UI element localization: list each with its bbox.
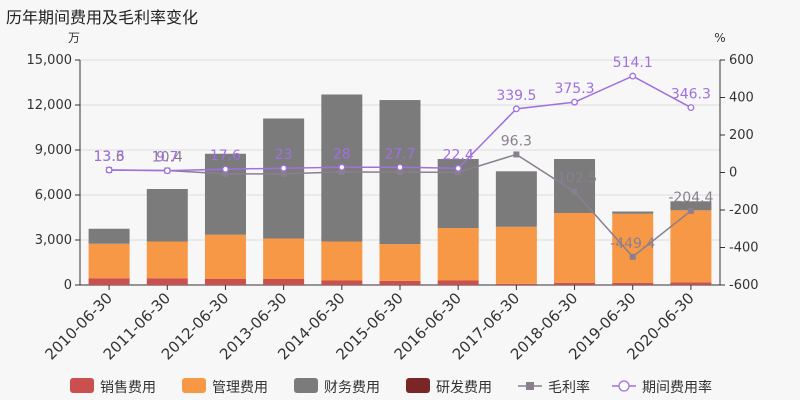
bar-管理费用 (495, 226, 537, 284)
marker-期间费用率 (105, 166, 113, 174)
left-tick-label: 0 (64, 278, 72, 293)
marker-期间费用率 (687, 104, 695, 112)
left-tick-label: 3,000 (35, 233, 72, 248)
bar-销售费用 (146, 278, 188, 285)
marker-毛利率 (397, 169, 403, 176)
bar-管理费用 (204, 234, 246, 279)
left-tick-label: 9,000 (35, 143, 72, 158)
marker-期间费用率 (280, 164, 288, 172)
bar-销售费用 (495, 283, 537, 285)
bar-管理费用 (379, 244, 421, 281)
data-label-期间费用率: 9.7 (156, 150, 178, 166)
bar-财务费用 (554, 159, 596, 213)
marker-毛利率 (455, 169, 462, 176)
marker-毛利率 (338, 168, 345, 175)
bar-销售费用 (554, 282, 596, 285)
legend-marker (618, 380, 630, 392)
bar-销售费用 (204, 279, 246, 285)
bar-财务费用 (146, 189, 188, 242)
legend-marker (526, 382, 534, 390)
data-label-期间费用率: 28 (333, 146, 351, 162)
data-label-毛利率: 96.3 (501, 133, 532, 149)
bar-财务费用 (670, 201, 712, 211)
marker-毛利率 (629, 253, 636, 260)
bar-销售费用 (263, 279, 305, 285)
marker-毛利率 (571, 188, 578, 195)
bar-管理费用 (554, 213, 596, 283)
data-label-期间费用率: 23 (275, 147, 293, 163)
data-label-期间费用率: 339.5 (496, 88, 536, 104)
data-label-毛利率: -449.4 (610, 236, 655, 252)
bar-财务费用 (495, 171, 537, 227)
left-axis-unit: 万 (68, 31, 80, 45)
chart-title: 历年期间费用及毛利率变化 (6, 8, 199, 27)
bar-销售费用 (437, 280, 479, 285)
data-label-毛利率: -102.5 (552, 171, 597, 187)
marker-毛利率 (687, 207, 694, 214)
marker-期间费用率 (338, 163, 346, 171)
data-label-期间费用率: 514.1 (613, 55, 653, 71)
right-tick-label: 600 (729, 53, 754, 68)
bar-管理费用 (670, 210, 712, 283)
legend-swatch (70, 378, 94, 393)
data-label-毛利率: 13.6 (94, 149, 125, 165)
marker-期间费用率 (222, 165, 229, 173)
data-label-期间费用率: 17.6 (210, 148, 241, 164)
legend-label: 财务费用 (324, 380, 380, 396)
marker-期间费用率 (454, 164, 462, 172)
bar-管理费用 (88, 243, 130, 279)
right-axis-unit: % (714, 31, 725, 45)
right-tick-label: 200 (729, 128, 754, 143)
right-tick-label: -400 (729, 241, 759, 256)
bar-销售费用 (321, 280, 363, 285)
marker-期间费用率 (396, 163, 404, 171)
bar-管理费用 (612, 213, 654, 283)
data-label-期间费用率: 375.3 (554, 81, 594, 97)
left-tick-label: 6,000 (35, 188, 72, 203)
marker-期间费用率 (163, 167, 171, 175)
bar-财务费用 (263, 118, 305, 239)
legend-label: 毛利率 (548, 379, 590, 396)
marker-毛利率 (280, 170, 287, 177)
marker-毛利率 (513, 151, 520, 158)
bar-管理费用 (146, 241, 188, 279)
marker-期间费用率 (629, 72, 637, 80)
right-tick-label: 400 (729, 91, 754, 106)
legend-label: 销售费用 (100, 380, 156, 396)
bar-财务费用 (88, 228, 130, 244)
bar-销售费用 (612, 282, 654, 285)
legend-swatch (294, 378, 318, 393)
data-label-期间费用率: 13.3 (94, 149, 125, 165)
data-label-期间费用率: 22.4 (443, 147, 474, 163)
legend-swatch (406, 378, 430, 393)
bar-管理费用 (437, 228, 479, 281)
marker-期间费用率 (512, 105, 520, 113)
bar-管理费用 (321, 241, 363, 281)
right-tick-label: -200 (729, 203, 759, 218)
legend-label: 期间费用率 (642, 379, 712, 396)
data-label-毛利率: 10.4 (152, 150, 183, 166)
bar-管理费用 (263, 238, 305, 279)
left-tick-label: 12,000 (27, 98, 73, 113)
right-tick-label: 0 (729, 166, 737, 181)
marker-期间费用率 (571, 98, 578, 106)
bar-财务费用 (612, 211, 654, 214)
data-label-期间费用率: 346.3 (671, 87, 711, 103)
bar-销售费用 (379, 280, 421, 285)
data-label-期间费用率: 27.7 (384, 146, 415, 162)
data-label-毛利率: -204.4 (668, 190, 713, 206)
legend-swatch (182, 378, 206, 393)
left-tick-label: 15,000 (27, 53, 73, 68)
bar-销售费用 (88, 278, 130, 285)
legend-label: 管理费用 (212, 380, 268, 396)
marker-毛利率 (222, 170, 229, 177)
right-tick-label: -600 (729, 278, 759, 293)
bar-销售费用 (670, 282, 712, 285)
legend-label: 研发费用 (436, 380, 492, 396)
